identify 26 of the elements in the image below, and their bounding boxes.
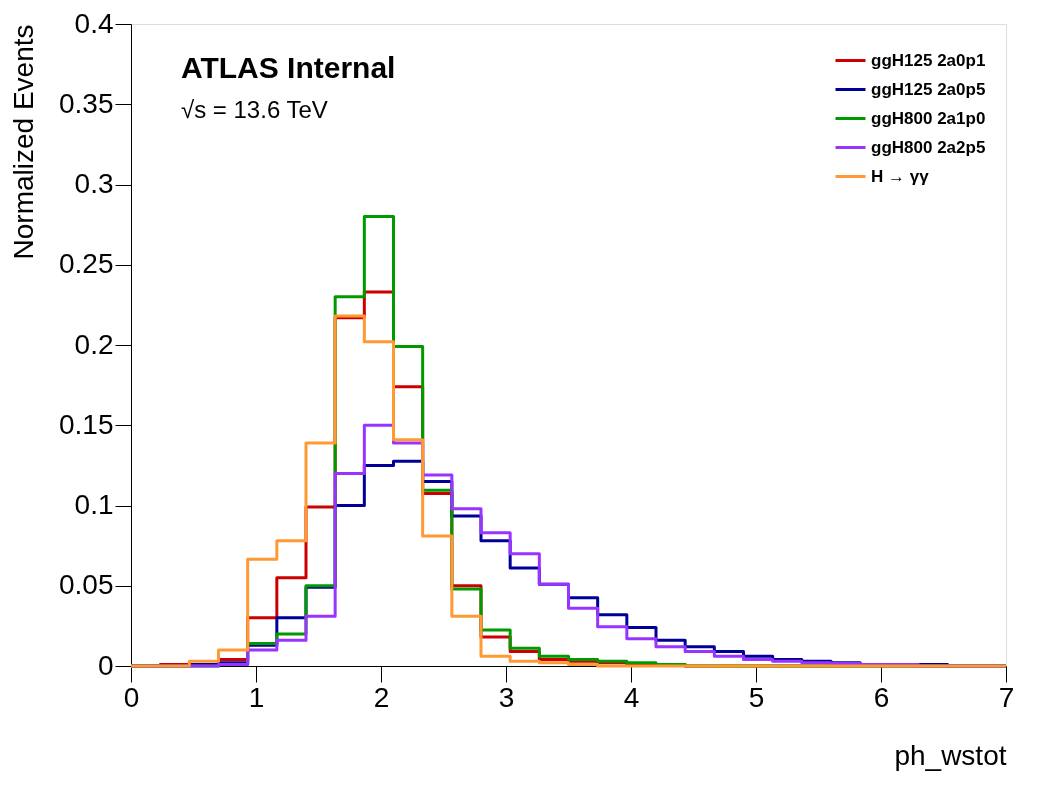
legend-label: ggH125 2a0p1	[871, 50, 986, 70]
y-tick-label: 0.1	[74, 489, 114, 520]
x-tick-label: 0	[123, 681, 140, 713]
y-tick-label: 0.25	[59, 248, 114, 280]
y-tick-label: 0.05	[59, 569, 114, 601]
x-tick-label: 3	[498, 681, 515, 713]
y-tick-label: 0.2	[74, 328, 114, 360]
x-tick-label: 4	[623, 681, 640, 713]
y-tick-label: 0.4	[74, 7, 114, 39]
legend-label: H → γγ	[871, 166, 930, 186]
x-tick-label: 5	[748, 681, 765, 713]
x-tick-label: 1	[248, 681, 265, 713]
legend-label: ggH125 2a0p5	[871, 79, 986, 99]
x-axis-title: ph_wstot	[894, 739, 1007, 771]
y-axis-title: Normalized Events	[8, 24, 39, 260]
annotation: ATLAS Internal	[181, 51, 396, 84]
y-tick-label: 0.15	[59, 408, 114, 440]
legend-label: ggH800 2a1p0	[871, 108, 986, 128]
y-tick-label: 0.35	[59, 87, 114, 119]
x-tick-label: 7	[998, 681, 1015, 713]
y-tick-label: 0	[97, 649, 114, 681]
annotation: √s = 13.6 TeV	[181, 96, 328, 123]
x-tick-label: 2	[373, 681, 390, 713]
y-tick-label: 0.3	[74, 168, 114, 199]
x-tick-label: 6	[873, 681, 890, 713]
legend-label: ggH800 2a2p5	[871, 137, 986, 157]
